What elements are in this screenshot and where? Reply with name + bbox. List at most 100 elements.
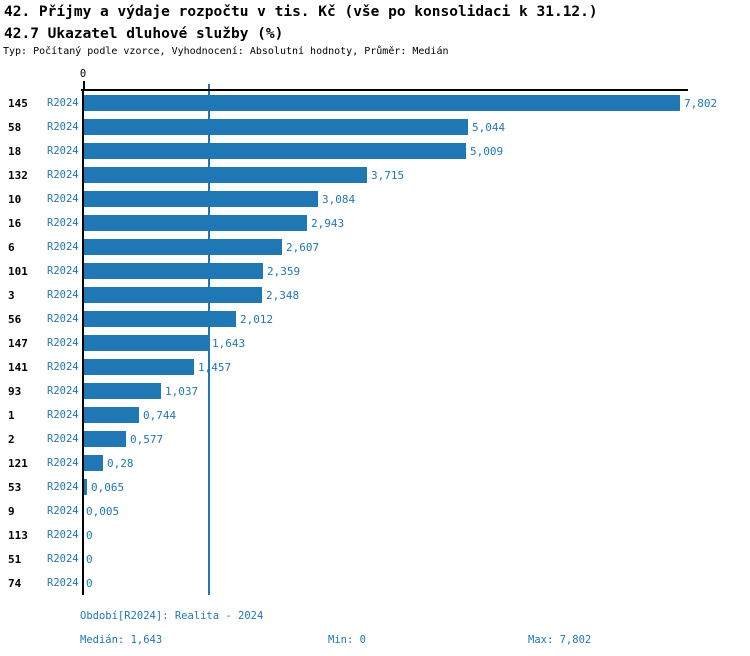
chart-meta-line: Typ: Počítaný podle vzorce, Vyhodnocení:… — [3, 46, 449, 57]
row-category-label: 1 — [8, 408, 15, 422]
bar-row: 145 R2024 7,802 — [0, 91, 750, 115]
bar-value-label: 1,037 — [165, 384, 199, 398]
bar-value-label: 1,457 — [198, 360, 232, 374]
bar-row: 101 R2024 2,359 — [0, 259, 750, 283]
bar-row: 1 R2024 0,744 — [0, 403, 750, 427]
bar — [82, 263, 263, 279]
row-category-label: 16 — [8, 216, 22, 230]
x-axis-zero-tick-mark — [83, 81, 85, 89]
bar-row: 16 R2024 2,943 — [0, 211, 750, 235]
row-category-label: 10 — [8, 192, 22, 206]
bar — [82, 239, 282, 255]
bar-row: 18 R2024 5,009 — [0, 139, 750, 163]
bar — [82, 359, 194, 375]
bar-value-label: 2,359 — [267, 264, 301, 278]
bar-row: 58 R2024 5,044 — [0, 115, 750, 139]
bar — [82, 431, 126, 447]
row-category-label: 121 — [8, 456, 28, 470]
row-category-label: 93 — [8, 384, 22, 398]
row-series-label: R2024 — [47, 241, 79, 253]
row-category-label: 58 — [8, 120, 22, 134]
bar — [82, 143, 466, 159]
bar-row: 3 R2024 2,348 — [0, 283, 750, 307]
median-reference-line — [208, 84, 210, 595]
bar-row: 9 R2024 0,005 — [0, 499, 750, 523]
bar-row: 2 R2024 0,577 — [0, 427, 750, 451]
x-axis-zero-tick-label: 0 — [79, 68, 87, 80]
bar-row: 10 R2024 3,084 — [0, 187, 750, 211]
bar-value-label: 7,802 — [684, 96, 718, 110]
row-category-label: 74 — [8, 576, 22, 590]
row-series-label: R2024 — [47, 217, 79, 229]
row-category-label: 56 — [8, 312, 22, 326]
bar — [82, 191, 318, 207]
bar — [82, 119, 468, 135]
y-axis-line — [82, 89, 84, 595]
row-category-label: 147 — [8, 336, 28, 350]
min-stat: Min: 0 — [328, 634, 366, 646]
bar — [82, 335, 208, 351]
bar-row: 93 R2024 1,037 — [0, 379, 750, 403]
bar-row: 113 R2024 0 — [0, 523, 750, 547]
row-category-label: 145 — [8, 96, 28, 110]
row-category-label: 53 — [8, 480, 22, 494]
bar-row: 141 R2024 1,457 — [0, 355, 750, 379]
bar-row: 121 R2024 0,28 — [0, 451, 750, 475]
row-series-label: R2024 — [47, 265, 79, 277]
bar-value-label: 0,065 — [91, 480, 125, 494]
row-category-label: 9 — [8, 504, 15, 518]
row-series-label: R2024 — [47, 193, 79, 205]
row-category-label: 113 — [8, 528, 28, 542]
row-category-label: 6 — [8, 240, 15, 254]
bar — [82, 95, 680, 111]
bar — [82, 287, 262, 303]
bar-row: 147 R2024 1,643 — [0, 331, 750, 355]
bar — [82, 455, 103, 471]
bar-value-label: 0,005 — [86, 504, 120, 518]
bar-row: 56 R2024 2,012 — [0, 307, 750, 331]
row-series-label: R2024 — [47, 457, 79, 469]
row-category-label: 101 — [8, 264, 28, 278]
max-stat: Max: 7,802 — [528, 634, 592, 646]
bar-value-label: 0,744 — [143, 408, 177, 422]
row-category-label: 2 — [8, 432, 15, 446]
bar-row: 53 R2024 0,065 — [0, 475, 750, 499]
bar — [82, 215, 307, 231]
bar-row: 6 R2024 2,607 — [0, 235, 750, 259]
bar — [82, 167, 367, 183]
row-series-label: R2024 — [47, 313, 79, 325]
row-series-label: R2024 — [47, 97, 79, 109]
row-series-label: R2024 — [47, 385, 79, 397]
bar — [82, 311, 236, 327]
bar-value-label: 0,577 — [130, 432, 164, 446]
page-title: 42. Příjmy a výdaje rozpočtu v tis. Kč (… — [4, 4, 598, 20]
row-category-label: 18 — [8, 144, 22, 158]
row-series-label: R2024 — [47, 553, 79, 565]
row-series-label: R2024 — [47, 121, 79, 133]
bar-row: 74 R2024 0 — [0, 571, 750, 595]
bar-value-label: 0,28 — [107, 456, 134, 470]
row-series-label: R2024 — [47, 481, 79, 493]
median-stat: Medián: 1,643 — [80, 634, 163, 646]
row-series-label: R2024 — [47, 289, 79, 301]
bar — [82, 407, 139, 423]
row-series-label: R2024 — [47, 337, 79, 349]
bar-value-label: 3,084 — [322, 192, 356, 206]
bar — [82, 479, 87, 495]
bar-value-label: 0 — [86, 576, 93, 590]
row-series-label: R2024 — [47, 529, 79, 541]
bar-value-label: 2,348 — [266, 288, 300, 302]
row-category-label: 3 — [8, 288, 15, 302]
bar-value-label: 0 — [86, 552, 93, 566]
bar-value-label: 2,012 — [240, 312, 274, 326]
bar-value-label: 0 — [86, 528, 93, 542]
row-series-label: R2024 — [47, 433, 79, 445]
row-series-label: R2024 — [47, 169, 79, 181]
period-label: Období[R2024]: Realita - 2024 — [80, 610, 264, 622]
row-series-label: R2024 — [47, 505, 79, 517]
bar-value-label: 3,715 — [371, 168, 405, 182]
row-series-label: R2024 — [47, 577, 79, 589]
bar-row: 51 R2024 0 — [0, 547, 750, 571]
x-axis-line — [81, 89, 688, 91]
bar — [82, 383, 161, 399]
